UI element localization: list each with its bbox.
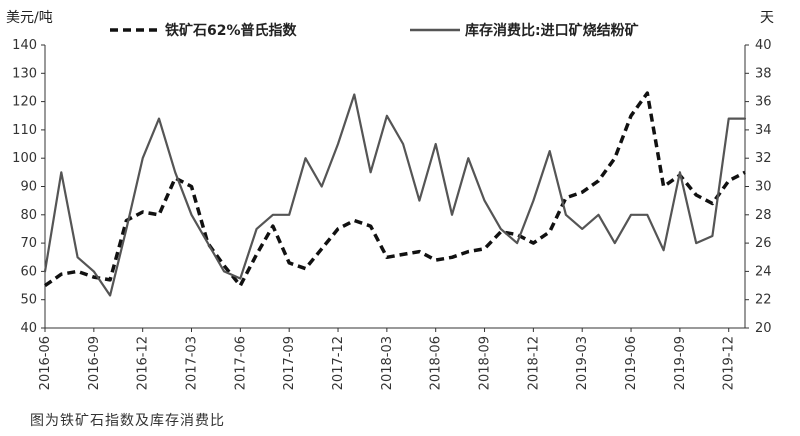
- right-tick-label: 34: [755, 123, 772, 138]
- right-tick-label: 22: [755, 293, 772, 308]
- series-layer: [43, 91, 747, 297]
- x-tick-label: 2019-03: [575, 336, 590, 390]
- x-tick-label: 2019-12: [722, 336, 737, 390]
- left-tick-label: 60: [20, 264, 37, 279]
- x-tick-label: 2016-12: [136, 336, 151, 390]
- x-tick-label: 2019-06: [624, 336, 639, 390]
- chart-caption: 图为铁矿石指数及库存消费比: [30, 413, 225, 429]
- x-tick-label: 2018-06: [429, 336, 444, 390]
- chart-svg: 美元/吨 天 40 50 60 70 80 90 100 110 120 130 140 20 22 24 26…: [6, 10, 774, 390]
- x-tick-label: 2016-09: [87, 336, 102, 390]
- right-axis-unit: 天: [760, 10, 774, 26]
- x-tick-label: 2017-06: [233, 336, 248, 390]
- legend: 铁矿石62%普氏指数 库存消费比:进口矿烧结粉矿: [110, 22, 639, 39]
- axes: 美元/吨 天 40 50 60 70 80 90 100 110 120 130 140 20 22 24 26…: [6, 10, 774, 390]
- x-tick-label: 2019-09: [673, 336, 688, 390]
- chart-area: 美元/吨 天 40 50 60 70 80 90 100 110 120 130 140 20 22 24 26…: [6, 10, 774, 390]
- x-tick-label: 2018-09: [478, 336, 493, 390]
- right-tick-label: 36: [755, 95, 772, 110]
- left-tick-label: 80: [20, 208, 37, 223]
- x-tick-label: 2018-12: [526, 336, 541, 390]
- left-tick-label: 50: [20, 293, 37, 308]
- left-tick-label: 90: [20, 180, 37, 195]
- right-tick-label: 40: [755, 38, 772, 53]
- legend-label-price-index: 铁矿石62%普氏指数: [165, 22, 298, 39]
- left-tick-label: 130: [12, 66, 37, 81]
- right-tick-label: 28: [755, 208, 772, 223]
- left-tick-label: 40: [20, 321, 37, 336]
- right-tick-label: 24: [755, 264, 772, 279]
- x-tick-label: 2016-06: [38, 336, 53, 390]
- right-tick-label: 30: [755, 180, 772, 195]
- left-tick-label: 140: [12, 38, 37, 53]
- left-tick-label: 70: [20, 236, 37, 251]
- right-tick-label: 38: [755, 66, 772, 81]
- left-tick-label: 100: [12, 151, 37, 166]
- left-axis-unit: 美元/吨: [6, 10, 53, 26]
- x-tick-label: 2017-12: [331, 336, 346, 390]
- x-tick-label: 2018-03: [380, 336, 395, 390]
- series-line-stock-ratio: [43, 93, 747, 297]
- left-tick-label: 120: [12, 95, 37, 110]
- right-tick-label: 32: [755, 151, 772, 166]
- right-tick-label: 20: [755, 321, 772, 336]
- x-tick-label: 2017-09: [282, 336, 297, 390]
- x-tick-label: 2017-03: [185, 336, 200, 390]
- legend-label-stock-ratio: 库存消费比:进口矿烧结粉矿: [465, 22, 639, 39]
- left-tick-label: 110: [12, 123, 37, 138]
- right-tick-label: 26: [755, 236, 772, 251]
- series-line-price-index: [43, 91, 746, 288]
